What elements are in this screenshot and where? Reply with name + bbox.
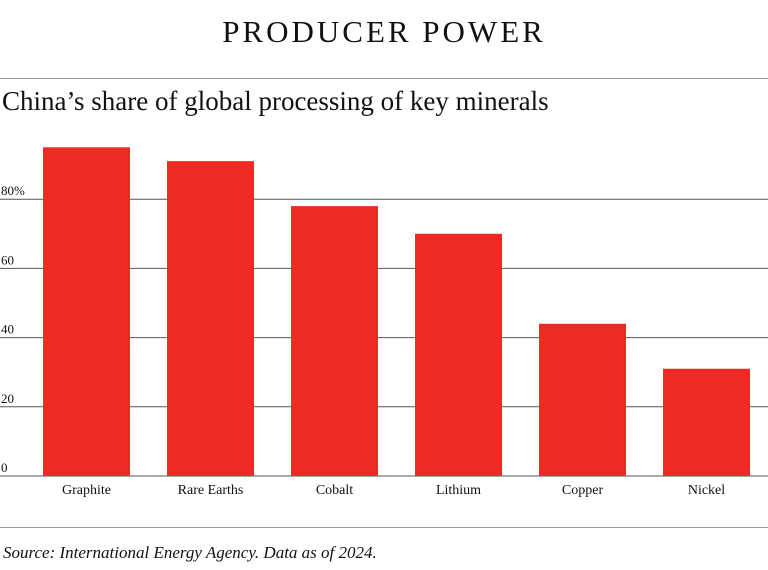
bar-lithium <box>415 233 502 476</box>
bar-nickel <box>663 368 750 476</box>
source-note: Source: International Energy Agency. Dat… <box>3 543 377 562</box>
bar-graphite <box>43 147 130 477</box>
chart-title: PRODUCER POWER <box>222 14 546 49</box>
x-tick-label: Nickel <box>688 483 725 498</box>
bar-cobalt <box>291 206 378 476</box>
bar-copper <box>539 323 626 476</box>
y-tick-label: 60 <box>1 252 14 267</box>
y-tick-label: 80% <box>1 183 25 198</box>
bar-chart: 0 20 40 60 80% Graphite Rare Earths Cobalt Lithi… <box>0 147 768 498</box>
y-tick-label: 20 <box>1 391 14 406</box>
y-tick-label: 0 <box>1 460 8 475</box>
x-tick-label: Lithium <box>436 483 481 498</box>
x-tick-label: Graphite <box>62 483 111 498</box>
x-tick-label: Copper <box>562 483 604 498</box>
x-tick-label: Rare Earths <box>178 483 244 498</box>
top-divider <box>0 78 768 79</box>
chart-subtitle: China’s share of global processing of ke… <box>2 86 549 116</box>
bar-rare-earths <box>167 161 254 476</box>
x-tick-label: Cobalt <box>316 483 353 498</box>
bottom-divider <box>0 527 768 528</box>
y-tick-label: 40 <box>1 322 14 337</box>
